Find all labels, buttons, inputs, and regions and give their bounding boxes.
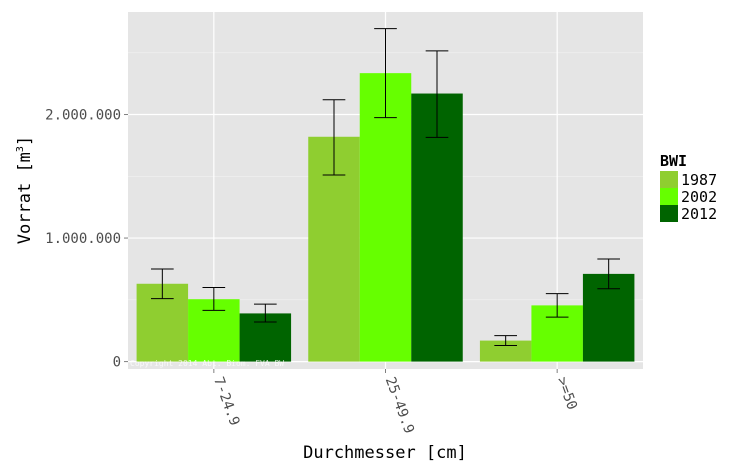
x-axis-ticks: 7-24.9 25-49.9 >=50	[210, 369, 580, 436]
legend-label-2002: 2002	[681, 188, 717, 206]
legend-label-1987: 1987	[681, 171, 717, 189]
x-tick-label: 7-24.9	[210, 375, 242, 428]
bar-2012-1	[411, 93, 463, 362]
bar-1987-2	[479, 340, 532, 362]
y-axis-label-main: Vorrat [m	[15, 152, 35, 244]
bar-2002-1	[359, 73, 412, 362]
y-tick-label: 2.000.000	[45, 108, 121, 124]
error-bars-layer	[151, 28, 620, 347]
y-tick-label: 0	[113, 355, 121, 371]
watermark: Copyright 2014 Abt. Biom. FVA BW	[130, 359, 284, 368]
legend-title: BWI	[660, 152, 687, 170]
legend-swatch-2002	[660, 188, 678, 205]
legend-swatch-2012	[660, 205, 678, 222]
legend-label-2012: 2012	[681, 205, 717, 223]
x-tick-label: >=50	[553, 375, 580, 412]
y-axis-label-superscript: 3	[15, 146, 26, 152]
y-axis-label: Vorrat [m3]	[15, 136, 35, 244]
x-tick-label: 25-49.9	[382, 375, 417, 436]
y-tick-label: 1.000.000	[45, 231, 121, 247]
x-axis-label: Durchmesser [cm]	[303, 443, 467, 462]
legend-swatch-1987	[660, 171, 678, 188]
y-axis-label-end: ]	[15, 136, 35, 146]
y-axis-ticks: 0 1.000.000 2.000.000	[45, 108, 128, 371]
bars-layer	[136, 73, 635, 362]
